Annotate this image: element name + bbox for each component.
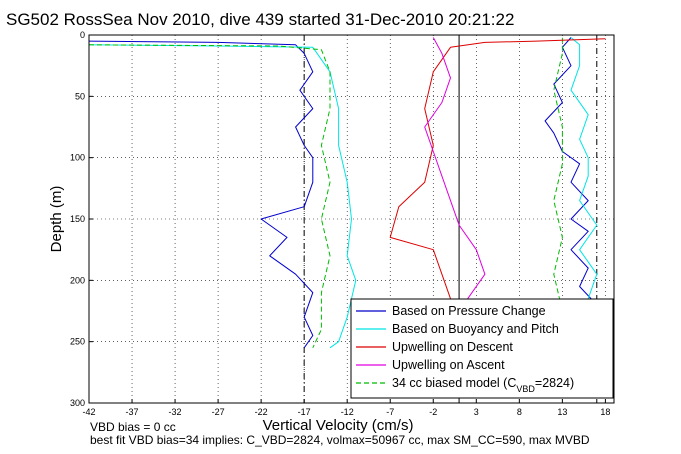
chart: SG502 RossSea Nov 2010, dive 439 started… bbox=[0, 0, 681, 454]
vbd-bias-note: VBD bias = 0 cc bbox=[90, 420, 176, 434]
legend-label-0: Based on Pressure Change bbox=[392, 304, 546, 318]
best-fit-note: best fit VBD bias=34 implies: C_VBD=2824… bbox=[90, 433, 590, 447]
x-tick-label-3: -27 bbox=[212, 407, 225, 417]
x-tick-label-11: 13 bbox=[557, 407, 567, 417]
y-tick-label-3: 150 bbox=[70, 214, 85, 224]
x-tick-label-2: -32 bbox=[169, 407, 182, 417]
y-tick-label-5: 250 bbox=[70, 337, 85, 347]
y-tick-label-0: 0 bbox=[80, 30, 85, 40]
x-tick-label-0: -42 bbox=[82, 407, 95, 417]
series-pressure_descent bbox=[89, 41, 313, 348]
x-axis-label: Vertical Velocity (cm/s) bbox=[263, 417, 414, 434]
x-tick-label-4: -22 bbox=[255, 407, 268, 417]
x-ticks: -42 -37 -32 -27 -22 -17 -12 -7 -2 3 8 13 18 bbox=[82, 399, 610, 417]
x-tick-label-7: -7 bbox=[386, 407, 394, 417]
y-tick-label-1: 50 bbox=[75, 91, 85, 101]
x-tick-label-10: 8 bbox=[517, 407, 522, 417]
x-tick-label-9: 3 bbox=[474, 407, 479, 417]
y-tick-label-6: 300 bbox=[70, 398, 85, 408]
x-tick-label-12: 18 bbox=[600, 407, 610, 417]
y-ticks: 0 50 100 150 200 250 300 bbox=[70, 30, 93, 408]
x-tick-label-6: -12 bbox=[341, 407, 354, 417]
legend-label-3: Upwelling on Ascent bbox=[392, 358, 505, 372]
x-tick-label-1: -37 bbox=[126, 407, 139, 417]
y-tick-label-4: 200 bbox=[70, 275, 85, 285]
y-axis-label: Depth (m) bbox=[48, 186, 65, 253]
legend: Based on Pressure Change Based on Buoyanc… bbox=[351, 299, 613, 398]
y-tick-label-2: 100 bbox=[70, 153, 85, 163]
x-tick-label-8: -2 bbox=[429, 407, 437, 417]
series-model_descent bbox=[89, 45, 330, 348]
series-buoyancy_descent bbox=[89, 45, 356, 348]
legend-label-2: Upwelling on Descent bbox=[392, 340, 513, 354]
legend-label-1: Based on Buoyancy and Pitch bbox=[392, 322, 559, 336]
chart-title: SG502 RossSea Nov 2010, dive 439 started… bbox=[6, 10, 514, 29]
x-tick-label-5: -17 bbox=[298, 407, 311, 417]
